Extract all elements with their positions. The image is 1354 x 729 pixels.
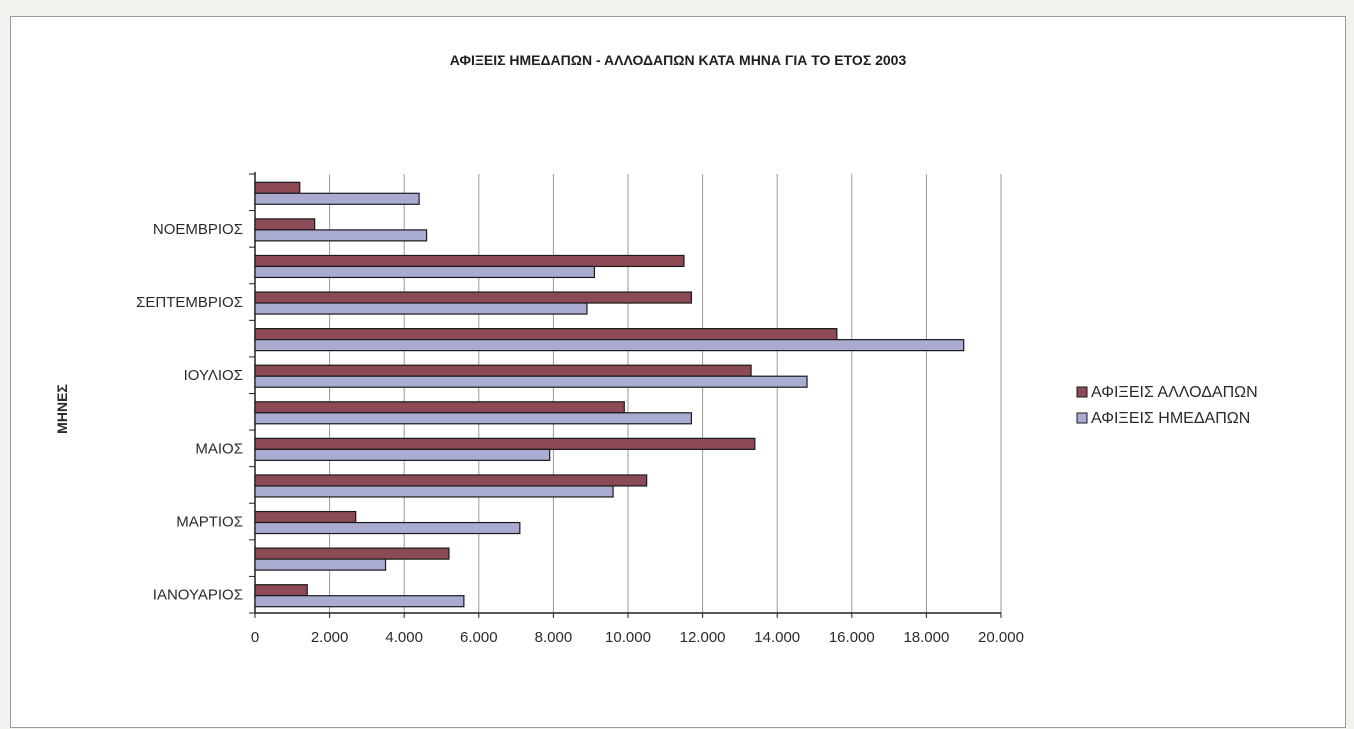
bar-domestic [254, 558, 387, 571]
x-tick-label: 12.000 [680, 629, 726, 646]
category-label: ΙΟΥΛΙΟΣ [184, 367, 243, 384]
x-tick-label: 16.000 [829, 629, 875, 646]
bar-domestic [254, 375, 808, 388]
bar-foreign [254, 291, 693, 304]
x-tick-label: 8.000 [535, 629, 573, 646]
bar-foreign [254, 547, 450, 560]
x-tick-label: 0 [251, 629, 259, 646]
bar-domestic [254, 229, 428, 242]
chart-title: ΑΦΙΞΕΙΣ ΗΜΕΔΑΠΩΝ - ΑΛΛΟΔΑΠΩΝ ΚΑΤΑ ΜΗΝΑ Γ… [450, 52, 907, 68]
legend: ΑΦΙΞΕΙΣ ΑΛΛΟΔΑΠΩΝ ΑΦΙΞΕΙΣ ΗΜΕΔΑΠΩΝ [1076, 384, 1258, 427]
bar-domestic [254, 302, 588, 315]
x-tick-label: 20.000 [978, 629, 1024, 646]
legend-label: ΑΦΙΞΕΙΣ ΑΛΛΟΔΑΠΩΝ [1091, 384, 1258, 401]
bar-domestic [254, 412, 693, 425]
category-label: ΜΑΡΤΙΟΣ [176, 514, 243, 531]
legend-swatch [1076, 412, 1088, 424]
x-tick-label: 10.000 [605, 629, 651, 646]
bar-foreign [254, 254, 685, 268]
bar-foreign [254, 401, 625, 414]
category-label: ΙΑΝΟΥΑΡΙΟΣ [153, 587, 243, 604]
bar-domestic [254, 448, 551, 461]
bar-foreign [254, 328, 838, 341]
bar-domestic [254, 595, 465, 608]
bar-foreign [254, 181, 301, 194]
bar-domestic [254, 265, 596, 279]
bar-chart: ΑΦΙΞΕΙΣ ΗΜΕΔΑΠΩΝ - ΑΛΛΟΔΑΠΩΝ ΚΑΤΑ ΜΗΝΑ Γ… [54, 52, 1258, 646]
legend-label: ΑΦΙΞΕΙΣ ΗΜΕΔΑΠΩΝ [1091, 410, 1250, 427]
y-axis-label: ΜΗΝΕΣ [54, 384, 70, 434]
bar-foreign [254, 218, 316, 231]
plot-area: 0 2.000 4.000 6.000 8.000 10.000 12.000 14.000 1… [136, 172, 1024, 646]
bar-domestic [254, 339, 965, 352]
bar-domestic [254, 485, 614, 498]
category-label: ΝΟΕΜΒΡΙΟΣ [153, 221, 243, 238]
x-tick-label: 4.000 [385, 629, 423, 646]
bar-domestic [254, 521, 521, 535]
x-tick-label: 6.000 [460, 629, 498, 646]
x-tick-label: 14.000 [754, 629, 800, 646]
bar-foreign [254, 474, 648, 487]
legend-swatch [1076, 386, 1088, 398]
bar-foreign [254, 364, 752, 377]
category-label: ΜΑΙΟΣ [195, 440, 243, 457]
bar-domestic [254, 192, 420, 205]
bar-foreign [254, 584, 308, 597]
x-tick-label: 18.000 [903, 629, 949, 646]
category-label: ΣΕΠΤΕΜΒΡΙΟΣ [136, 294, 243, 311]
chart-frame: ΑΦΙΞΕΙΣ ΗΜΕΔΑΠΩΝ - ΑΛΛΟΔΑΠΩΝ ΚΑΤΑ ΜΗΝΑ Γ… [10, 16, 1346, 728]
bar-foreign [254, 510, 357, 524]
x-tick-label: 2.000 [311, 629, 349, 646]
bar-foreign [254, 437, 756, 450]
